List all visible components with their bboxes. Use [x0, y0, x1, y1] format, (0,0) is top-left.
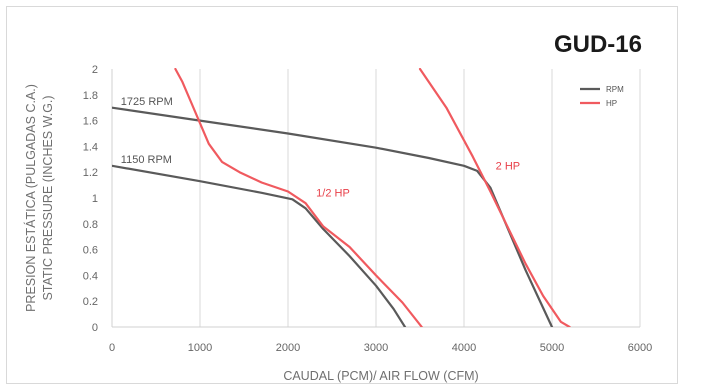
- series-lines: [112, 68, 571, 327]
- series-line-2-hp: [418, 68, 571, 327]
- annotation-hp: 1/2 HP: [316, 188, 350, 200]
- y-tick-label: 1.2: [83, 167, 98, 179]
- x-tick-label: 1000: [188, 342, 212, 354]
- chart-title: GUD-16: [554, 31, 642, 58]
- y-tick-label: 1: [92, 193, 98, 205]
- y-axis-label-line-1: PRESION ESTÁTICA (PULGADAS C.A.): [23, 84, 38, 312]
- annotation-hp: 2 HP: [496, 161, 520, 173]
- annotation-rpm: 1725 RPM: [121, 96, 173, 108]
- y-tick-label: 0: [92, 322, 98, 334]
- y-tick-label: 0.2: [83, 296, 98, 308]
- y-tick-label: 0.8: [83, 219, 98, 231]
- y-tick-label: 2: [92, 64, 98, 76]
- x-axis-label: CAUDAL (PCM)/ AIR FLOW (CFM): [283, 369, 478, 383]
- grid-lines: [199, 69, 641, 327]
- legend: RPM HP: [580, 85, 624, 108]
- x-tick-label: 6000: [628, 342, 652, 354]
- series-line-1150-rpm: [112, 164, 407, 327]
- x-tick-label: 0: [109, 342, 115, 354]
- legend-label-hp: HP: [606, 99, 617, 108]
- chart-frame: [6, 6, 678, 384]
- x-tick-label: 4000: [452, 342, 476, 354]
- y-tick-label: 1.8: [83, 90, 98, 102]
- legend-label-rpm: RPM: [606, 85, 624, 94]
- y-tick-label: 1.4: [83, 141, 98, 153]
- series-line-1-2-hp: [174, 68, 423, 327]
- y-tick-label: 0.6: [83, 245, 98, 257]
- y-axis-label-line-2: STATIC PRESSURE (INCHES W.G.): [41, 95, 55, 300]
- series-line-1725-rpm: [112, 106, 554, 327]
- tick-labels: 0 1000 2000 3000 4000 5000 600000.20.40.60.811…: [83, 64, 653, 354]
- annotations: 1725 RPM 1150 RPM 1/2 HP 2 HP: [121, 96, 520, 200]
- y-tick-label: 1.6: [83, 116, 98, 128]
- y-tick-label: 0.4: [83, 270, 98, 282]
- x-tick-label: 5000: [540, 342, 564, 354]
- x-tick-label: 3000: [364, 342, 388, 354]
- annotation-rpm: 1150 RPM: [121, 154, 172, 166]
- x-tick-label: 2000: [276, 342, 300, 354]
